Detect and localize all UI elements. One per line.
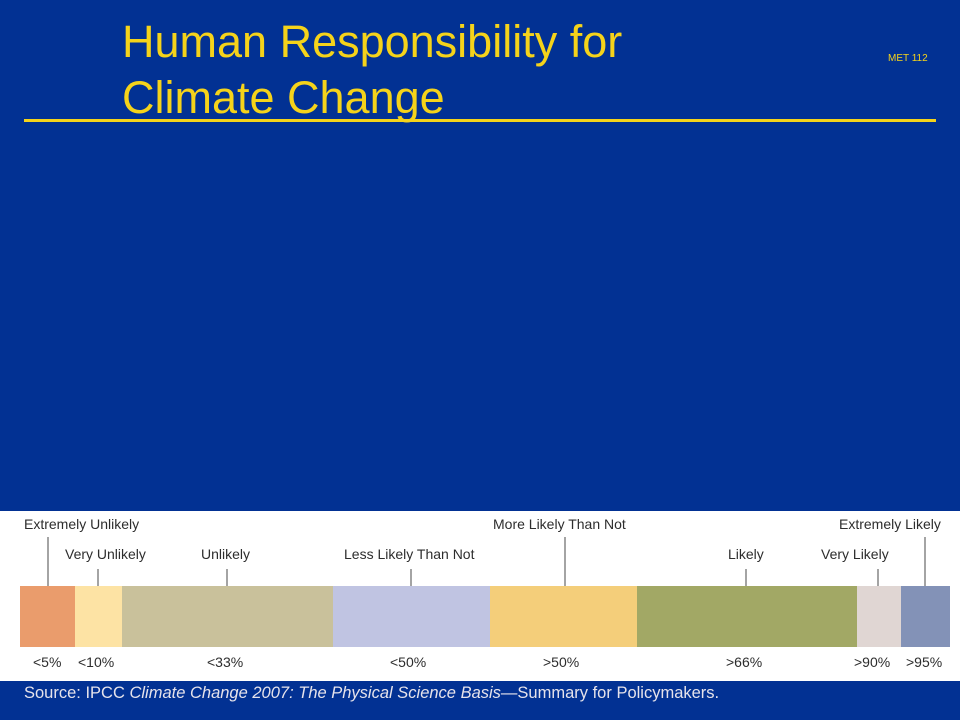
prob-gt-95: >95% <box>906 654 942 670</box>
slide-title-line-1: Human Responsibility for <box>122 16 623 67</box>
term-less-likely-than-not: Less Likely Than Not <box>344 546 475 562</box>
title-underline <box>24 119 936 122</box>
segment-extremely-likely <box>901 586 950 647</box>
term-likely: Likely <box>728 546 764 562</box>
course-code: MET 112 <box>888 53 928 64</box>
prob-lt-50: <50% <box>390 654 426 670</box>
scale-segments <box>20 586 950 647</box>
prob-lt-10: <10% <box>78 654 114 670</box>
segment-less-likely-than-not <box>333 586 490 647</box>
source-title: Climate Change 2007: The Physical Scienc… <box>129 684 501 702</box>
slide-title-line-2: Climate Change <box>122 72 445 123</box>
prob-gt-50: >50% <box>543 654 579 670</box>
term-extremely-unlikely: Extremely Unlikely <box>24 516 139 532</box>
segment-extremely-unlikely <box>20 586 75 647</box>
slide-title: Human Responsibility for Climate Change <box>122 14 822 126</box>
segment-unlikely <box>122 586 333 647</box>
term-very-likely: Very Likely <box>821 546 889 562</box>
prob-lt-33: <33% <box>207 654 243 670</box>
likelihood-scale-panel: Extremely Unlikely Very Unlikely Unlikel… <box>0 511 960 681</box>
segment-very-likely <box>857 586 901 647</box>
source-citation: Source: IPCC Climate Change 2007: The Ph… <box>24 684 954 703</box>
scale-terms: Extremely Unlikely Very Unlikely Unlikel… <box>24 516 941 562</box>
scale-ticks <box>47 537 926 586</box>
term-more-likely-than-not: More Likely Than Not <box>493 516 626 532</box>
segment-more-likely-than-not <box>490 586 637 647</box>
source-suffix: —Summary for Policymakers. <box>500 684 720 702</box>
scale-probabilities: <5% <10% <33% <50% >50% >66% >90% >95% <box>33 654 942 670</box>
prob-lt-5: <5% <box>33 654 61 670</box>
term-extremely-likely: Extremely Likely <box>839 516 941 532</box>
prob-gt-66: >66% <box>726 654 762 670</box>
segment-likely <box>637 586 857 647</box>
likelihood-scale: Extremely Unlikely Very Unlikely Unlikel… <box>20 516 950 670</box>
segment-very-unlikely <box>75 586 122 647</box>
prob-gt-90: >90% <box>854 654 890 670</box>
term-very-unlikely: Very Unlikely <box>65 546 146 562</box>
term-unlikely: Unlikely <box>201 546 250 562</box>
source-prefix: Source: IPCC <box>24 684 130 702</box>
